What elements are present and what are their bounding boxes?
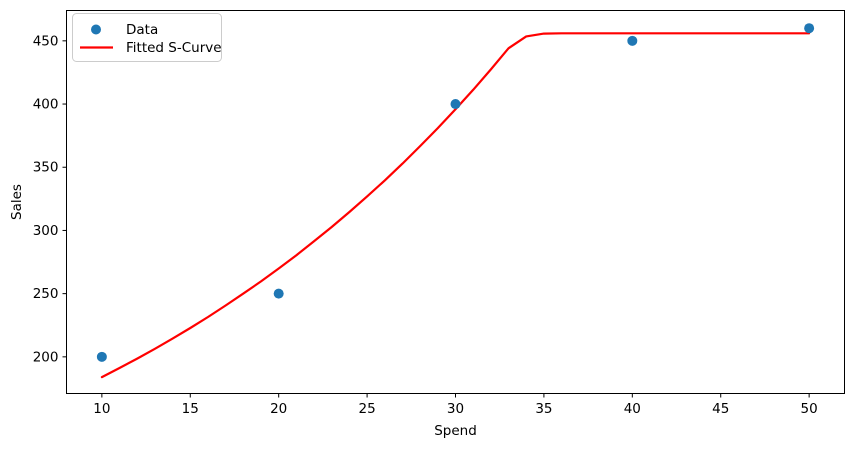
y-tick-label: 200 <box>33 349 59 365</box>
y-tick-label: 450 <box>33 33 59 49</box>
legend-label-data: Data <box>126 22 158 38</box>
legend-frame <box>72 13 222 62</box>
x-tick-label: 10 <box>93 401 110 417</box>
y-tick-label: 350 <box>33 160 59 176</box>
y-tick-label: 300 <box>33 223 59 239</box>
fitted-curve-series <box>100 32 811 379</box>
x-tick-label: 45 <box>712 401 729 417</box>
y-axis-ticks: 200 250 300 350 400 450 <box>33 33 67 365</box>
x-tick-label: 15 <box>182 401 199 417</box>
y-tick-label: 400 <box>33 97 59 113</box>
plot-border <box>66 10 845 394</box>
y-tick-label: 250 <box>33 286 59 302</box>
legend-data-marker-icon <box>91 24 101 35</box>
data-point <box>96 351 107 362</box>
x-tick-label: 50 <box>801 401 818 417</box>
x-axis-ticks: 10 15 20 25 30 35 40 45 50 <box>93 393 818 417</box>
x-tick-label: 35 <box>535 401 552 417</box>
data-points-series <box>96 23 815 362</box>
x-axis-label: Spend <box>434 423 477 439</box>
fitted-curve-path <box>100 32 811 379</box>
data-point <box>450 99 461 110</box>
x-tick-label: 40 <box>624 401 641 417</box>
y-axis-label: Sales <box>9 184 25 220</box>
legend: Data Fitted S-Curve <box>72 13 222 62</box>
data-point <box>273 288 284 299</box>
x-tick-label: 25 <box>358 401 375 417</box>
data-point <box>627 35 638 46</box>
x-tick-label: 30 <box>447 401 464 417</box>
legend-label-fitted-s-curve: Fitted S-Curve <box>126 40 222 56</box>
x-tick-label: 20 <box>270 401 287 417</box>
data-point <box>804 23 815 34</box>
